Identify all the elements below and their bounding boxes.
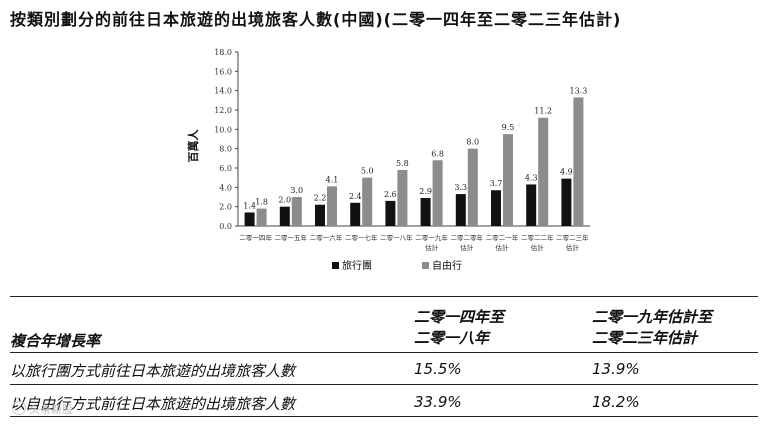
bar xyxy=(573,97,584,226)
legend-swatch xyxy=(332,262,339,269)
bar-value-label: 9.5 xyxy=(502,123,515,132)
bar xyxy=(561,178,572,226)
bar-value-label: 1.8 xyxy=(255,198,268,207)
x-tick-label: 二零二二年 xyxy=(521,233,554,242)
bar xyxy=(279,206,290,226)
bar xyxy=(432,160,443,226)
x-tick-label: 二零二零年 xyxy=(451,233,484,242)
y-tick-label: 14.0 xyxy=(214,87,232,96)
bar xyxy=(362,177,373,226)
table-row-rule xyxy=(10,384,758,385)
bar-value-label: 8.0 xyxy=(466,138,479,147)
y-axis-label-text: 百萬人 xyxy=(186,129,200,163)
watermark-logo-icon xyxy=(12,401,26,415)
table-row-1-label: 以旅行團方式前往日本旅遊的出境旅客人數 xyxy=(10,362,296,380)
x-tick-labels: 二零一四年 二零一五年 二零一六年 二零一七年 二零一八年 二零一九年估計二零二零年估計二… xyxy=(239,233,589,252)
table-bottom-rule xyxy=(10,416,758,417)
bar xyxy=(315,204,325,226)
x-tick-label: 二零一五年 xyxy=(275,233,308,242)
bar-value-label: 6.8 xyxy=(431,149,444,158)
bar-value-label: 5.8 xyxy=(396,159,409,168)
bar-chart: 0.02.04.06.08.010.012.014.016.018.0 百萬人 … xyxy=(186,48,590,272)
bar xyxy=(291,197,302,226)
bar xyxy=(244,212,255,226)
chart-title: 按類別劃分的前往日本旅遊的出境旅客人數(中國)(二零一四年至二零二三年估計) xyxy=(10,10,622,29)
bar xyxy=(397,169,408,226)
bar xyxy=(503,134,513,226)
table-row-2-value-2: 18.2% xyxy=(592,393,640,411)
bar xyxy=(420,197,431,226)
table-row-1-value-1: 15.5% xyxy=(414,360,462,378)
table-row-1-value-2: 13.9% xyxy=(592,360,640,378)
y-tick-label: 18.0 xyxy=(214,48,232,57)
bar xyxy=(491,190,501,226)
y-tick-label: 16.0 xyxy=(214,67,232,76)
y-tick-label: 0.0 xyxy=(219,222,232,231)
bar-value-label: 2.4 xyxy=(349,192,362,201)
x-tick-label: 二零一四年 xyxy=(239,233,272,242)
bar xyxy=(350,202,361,226)
bar-value-label: 2.2 xyxy=(314,194,327,203)
bar xyxy=(327,186,337,226)
bar xyxy=(256,208,267,226)
y-tick-label: 4.0 xyxy=(219,183,232,192)
legend-swatch xyxy=(422,262,429,269)
table-row-2-value-1: 33.9% xyxy=(414,393,462,411)
y-tick-label: 12.0 xyxy=(214,106,232,115)
table-header-rule xyxy=(10,352,758,353)
bar-value-label: 3.0 xyxy=(290,186,303,195)
legend-label: 旅行團 xyxy=(342,259,372,272)
bar-value-label: 11.2 xyxy=(534,107,552,116)
y-tick-label: 10.0 xyxy=(214,125,232,134)
bar xyxy=(526,184,537,226)
bar-value-label: 4.1 xyxy=(326,175,339,184)
x-tick-label: 二零一六年 xyxy=(310,233,343,242)
bar-value-label: 13.3 xyxy=(569,86,587,95)
bar-value-label: 3.7 xyxy=(490,179,503,188)
bar xyxy=(455,194,466,226)
bar-value-label: 4.3 xyxy=(525,173,538,182)
x-tick-label: 估計 xyxy=(566,243,580,252)
x-tick-label: 估計 xyxy=(531,243,545,252)
x-tick-label: 估計 xyxy=(425,243,439,252)
y-tick-label: 6.0 xyxy=(219,164,232,173)
watermark: 头条新股 xyxy=(12,401,73,417)
table-col2-header-line1: 二零一九年估計至 xyxy=(592,308,713,326)
legend: 旅行團 自由行 xyxy=(332,259,462,272)
bar-value-label: 3.3 xyxy=(454,183,467,192)
bar-value-label: 2.0 xyxy=(278,196,291,205)
bar xyxy=(538,117,549,226)
table-col1-header-line1: 二零一四年至 xyxy=(414,308,505,326)
x-tick-label: 二零一七年 xyxy=(345,233,378,242)
bar-value-label: 1.4 xyxy=(243,201,256,210)
table-header-label: 複合年增長率 xyxy=(10,332,101,350)
y-tick-label: 8.0 xyxy=(219,145,232,154)
table-col2-header-line2: 二零二三年估計 xyxy=(592,329,698,347)
chart-axes: 0.0 2.0 4.0 6.0 8.0 10.0 12.0 14.0 16.0 18.0 xyxy=(214,48,590,231)
table-top-rule xyxy=(10,296,758,297)
bar xyxy=(385,200,396,226)
bar-series: 1.4 2.0 2.2 2.4 2.6 2.9 3.3 3.7 4.3 4.9 1.8 3.0 4.1 5… xyxy=(243,86,587,226)
x-tick-label: 二零一八年 xyxy=(380,233,413,242)
bar xyxy=(467,148,478,226)
bar-value-label: 5.0 xyxy=(361,167,374,176)
x-tick-label: 二零一九年 xyxy=(415,233,448,242)
table-row-2-label: 以自由行方式前往日本旅遊的出境旅客人數 xyxy=(10,395,296,413)
x-tick-label: 二零二一年 xyxy=(486,233,519,242)
y-axis-label: 百萬人 xyxy=(186,129,200,163)
x-tick-label: 估計 xyxy=(460,243,474,252)
table-col1-header-line2: 二零一八年 xyxy=(414,329,490,347)
bar-value-label: 4.9 xyxy=(560,168,573,177)
x-tick-label: 估計 xyxy=(496,243,510,252)
y-tick-label: 2.0 xyxy=(219,203,232,212)
watermark-text: 头条新股 xyxy=(29,403,73,416)
legend-label: 自由行 xyxy=(432,259,462,272)
bar-value-label: 2.6 xyxy=(384,190,397,199)
bar-value-label: 2.9 xyxy=(419,187,432,196)
x-tick-label: 二零二三年 xyxy=(556,233,589,242)
